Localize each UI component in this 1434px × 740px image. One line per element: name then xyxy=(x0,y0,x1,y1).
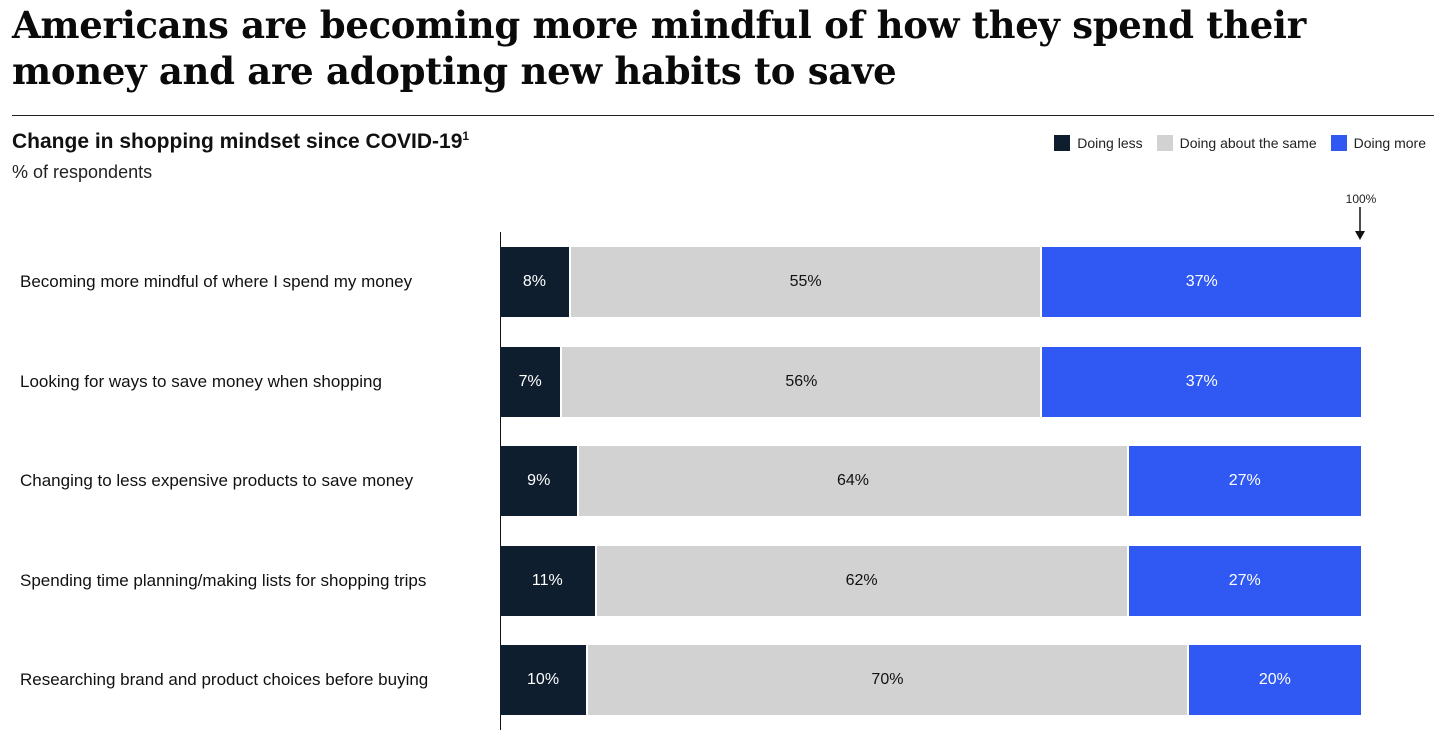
bar-segment-doing-less: 8% xyxy=(500,247,569,317)
chart-subtitle: Change in shopping mindset since COVID-1… xyxy=(12,130,469,154)
chart-subtitle-text: Change in shopping mindset since COVID-1… xyxy=(12,130,463,153)
category-label: Changing to less expensive products to s… xyxy=(20,471,414,490)
category-label: Spending time planning/making lists for … xyxy=(20,571,427,590)
data-label: 11% xyxy=(531,572,563,589)
footnote-marker: 1 xyxy=(462,129,470,143)
bar-segment-doing-about-the-same: 62% xyxy=(594,546,1129,616)
bar-row: 10% 70% 20% xyxy=(500,645,1361,715)
bar-segment-doing-about-the-same: 56% xyxy=(560,347,1043,417)
bar-segment-doing-less: 7% xyxy=(500,347,561,417)
down-arrow-icon xyxy=(1355,207,1365,240)
data-label: 70% xyxy=(871,671,904,688)
bar-segment-doing-more: 27% xyxy=(1128,546,1361,616)
bar-segment-doing-less: 10% xyxy=(500,645,587,715)
data-label: 62% xyxy=(845,572,878,589)
bar-segment-doing-more: 37% xyxy=(1042,347,1361,417)
data-label: 56% xyxy=(785,373,818,390)
bar-segment-doing-more: 27% xyxy=(1128,446,1361,516)
data-label: 27% xyxy=(1228,572,1261,589)
bar-segment-doing-about-the-same: 70% xyxy=(586,645,1189,715)
data-label: 27% xyxy=(1228,472,1261,489)
legend-item-doing-more: Doing more xyxy=(1330,135,1426,151)
legend-swatch-doing-less xyxy=(1054,135,1071,151)
data-label: 37% xyxy=(1185,273,1218,290)
category-label: Researching brand and product choices be… xyxy=(20,670,429,689)
page-title: Americans are becoming more mindful of h… xyxy=(12,3,1306,93)
data-label: 9% xyxy=(527,472,551,489)
category-label: Looking for ways to save money when shop… xyxy=(20,372,382,391)
category-label: Becoming more mindful of where I spend m… xyxy=(20,272,413,291)
bar-segment-doing-about-the-same: 64% xyxy=(577,446,1129,516)
bar-row: 7% 56% 37% xyxy=(500,347,1361,417)
chart-legend: Doing less Doing about the same Doing mo… xyxy=(1054,135,1426,151)
legend-label-doing-more: Doing more xyxy=(1353,135,1426,151)
legend-swatch-doing-more xyxy=(1330,135,1347,151)
legend-swatch-doing-about-the-same xyxy=(1156,135,1173,151)
bar-segment-doing-less: 9% xyxy=(500,446,578,516)
legend-item-doing-about-the-same: Doing about the same xyxy=(1156,135,1317,151)
bar-segment-doing-more: 37% xyxy=(1042,247,1361,317)
data-label: 10% xyxy=(527,671,560,688)
data-label: 7% xyxy=(518,373,542,390)
data-label: 64% xyxy=(836,472,870,489)
unit-label: % of respondents xyxy=(12,162,153,182)
bar-row: 8% 55% 37% xyxy=(500,247,1361,317)
reference-100-label: 100% xyxy=(1345,192,1377,206)
bar-segment-doing-about-the-same: 55% xyxy=(568,247,1043,317)
data-label: 20% xyxy=(1258,671,1291,688)
legend-label-doing-about-the-same: Doing about the same xyxy=(1179,135,1317,151)
legend-label-doing-less: Doing less xyxy=(1077,135,1143,151)
title-divider xyxy=(12,115,1434,116)
data-label: 8% xyxy=(522,273,546,290)
bar-row: 11% 62% 27% xyxy=(500,546,1361,616)
bar-segment-doing-more: 20% xyxy=(1188,645,1361,715)
bar-segment-doing-less: 11% xyxy=(500,546,595,616)
data-label: 55% xyxy=(789,273,822,290)
legend-item-doing-less: Doing less xyxy=(1054,135,1143,151)
bar-row: 9% 64% 27% xyxy=(500,446,1361,516)
data-label: 37% xyxy=(1185,373,1218,390)
